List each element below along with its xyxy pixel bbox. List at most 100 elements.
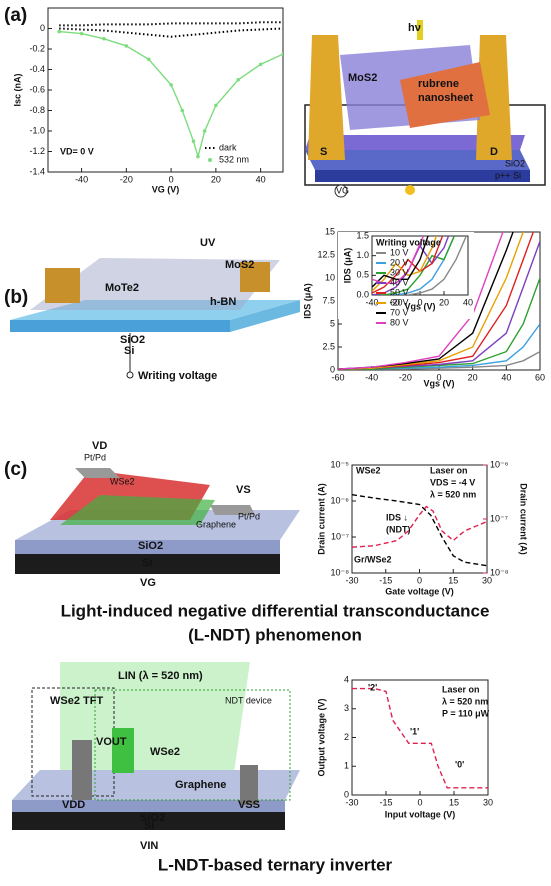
x-tick-label: 20 xyxy=(439,297,449,307)
x-tick-label: -30 xyxy=(345,797,358,807)
annotation: P = 110 μW xyxy=(442,708,490,718)
y-axis-label: Drain current (A) xyxy=(316,483,326,555)
y-tick-label: 10⁻⁵ xyxy=(331,459,350,469)
panel-label: (a) xyxy=(4,5,27,26)
x-tick-label: -20 xyxy=(120,174,133,184)
device-d xyxy=(12,662,300,830)
diagram-label: Pt/Pd xyxy=(238,511,260,521)
series-line xyxy=(372,236,429,288)
series-line xyxy=(372,236,456,295)
diagram-label: LIN (λ = 520 nm) xyxy=(118,670,203,682)
x-axis-label: VG (V) xyxy=(152,184,180,194)
legend-label: 20 V xyxy=(390,257,409,267)
x-tick-label: 30 xyxy=(483,797,493,807)
diagram-label: SiO2 xyxy=(138,540,163,552)
x-tick-label: 20 xyxy=(211,174,221,184)
y-tick-label: 15 xyxy=(325,226,335,236)
y-tick-label: -0.4 xyxy=(29,64,45,74)
diagram-label: Pt/Pd xyxy=(84,452,106,462)
plot-area xyxy=(338,232,540,370)
x-axis-label: Gate voltage (V) xyxy=(385,586,454,596)
data-point xyxy=(124,44,129,48)
x-tick-label: -40 xyxy=(365,297,378,307)
diagram-label: nanosheet xyxy=(418,92,473,104)
x-tick-label: 40 xyxy=(501,372,511,382)
legend-label: 30 V xyxy=(390,267,409,277)
diagram-label: p++ Si xyxy=(495,170,521,180)
diagram-label: VDD xyxy=(62,799,85,811)
diagram-label: D xyxy=(490,146,498,158)
series-line xyxy=(338,232,524,370)
annotation: '0' xyxy=(455,759,464,769)
caption: L-NDT-based ternary inverter xyxy=(158,855,393,874)
chart: -60 -40 -20 0 20 40 60 0 2.5 5 7.5 10 12.5 15 Vgs (V) I… xyxy=(302,226,545,388)
x-tick-label: -20 xyxy=(399,372,412,382)
diagram-label: WSe2 xyxy=(110,476,135,486)
legend-label: 532 nm xyxy=(219,154,249,164)
y2-tick-label: 10⁻⁶ xyxy=(490,459,509,469)
device-c xyxy=(15,468,300,574)
x-axis-label: Vgs (V) xyxy=(423,378,454,388)
diagram-label: Si xyxy=(124,345,134,357)
diagram-label: MoS2 xyxy=(348,72,377,84)
annotation: Gr/WSe2 xyxy=(354,554,392,564)
y-tick-label: 0 xyxy=(40,23,45,33)
x-tick-label: 15 xyxy=(449,797,459,807)
y-tick-label: 10⁻⁶ xyxy=(331,495,350,505)
diagram-label: SiO2 xyxy=(505,158,525,168)
series-line xyxy=(372,236,425,284)
series-line xyxy=(352,505,487,548)
data-point xyxy=(236,77,241,82)
panel-label: (c) xyxy=(4,459,27,480)
diagram-label: rubrene xyxy=(418,78,459,90)
y-axis-label: Output voltage (V) xyxy=(316,699,326,777)
device-a xyxy=(304,20,546,198)
diagram-label: VD xyxy=(92,440,107,452)
data-point xyxy=(202,129,207,133)
legend-swatch xyxy=(208,158,212,162)
y-axis-label: Isc (nA) xyxy=(12,73,22,106)
diagram-label: MoS2 xyxy=(225,259,254,271)
x-tick-label: 40 xyxy=(256,174,266,184)
series-line xyxy=(352,494,487,567)
legend-label: 70 V xyxy=(390,307,409,317)
legend-label: dark xyxy=(219,142,237,152)
y-tick-label: 0 xyxy=(330,364,335,374)
diagram-label: NDT device xyxy=(225,695,272,705)
legend-label: 10 V xyxy=(390,247,409,257)
y-tick-label: 1.0 xyxy=(356,250,369,260)
legend-label: 50 V xyxy=(390,287,409,297)
y-tick-label: 2.5 xyxy=(322,341,335,351)
x-tick-label: 0 xyxy=(417,797,422,807)
y-tick-label: 2 xyxy=(344,732,349,742)
annotation: Laser on xyxy=(430,465,468,475)
diagram-label: SiO2 xyxy=(120,334,145,346)
data-point xyxy=(258,62,263,67)
data-point xyxy=(281,52,283,56)
legend-label: 60 V xyxy=(390,297,409,307)
diagram-label: WSe2 xyxy=(150,746,180,758)
data-point xyxy=(79,31,84,36)
caption: (L-NDT) phenomenon xyxy=(188,625,362,644)
diagram-label: VG xyxy=(336,185,349,195)
y-axis-label: IDS (μA) xyxy=(342,248,352,284)
x-tick-label: -30 xyxy=(345,575,358,585)
legend-label: 80 V xyxy=(390,317,409,327)
y-tick-label: 0 xyxy=(344,789,349,799)
x-tick-label: -60 xyxy=(331,372,344,382)
diagram-label: Writing voltage xyxy=(138,370,217,382)
y-tick-label: -1.0 xyxy=(29,125,45,135)
series-line xyxy=(372,236,468,295)
series-line xyxy=(372,236,438,292)
annotation: IDS ↓ xyxy=(386,512,408,522)
y-tick-label: 1 xyxy=(344,761,349,771)
x-tick-label: 15 xyxy=(448,575,458,585)
series-line xyxy=(338,232,504,370)
x-tick-label: -40 xyxy=(365,372,378,382)
chart: -30 -15 0 15 30 0 1 2 3 4 Input voltage (V) Output … xyxy=(316,674,493,819)
y-axis-label: IDS (μA) xyxy=(302,283,312,319)
x-tick-label: -15 xyxy=(379,575,392,585)
diagram-label: WSe2 TFT xyxy=(50,695,103,707)
diagram-label: Graphene xyxy=(196,519,236,529)
